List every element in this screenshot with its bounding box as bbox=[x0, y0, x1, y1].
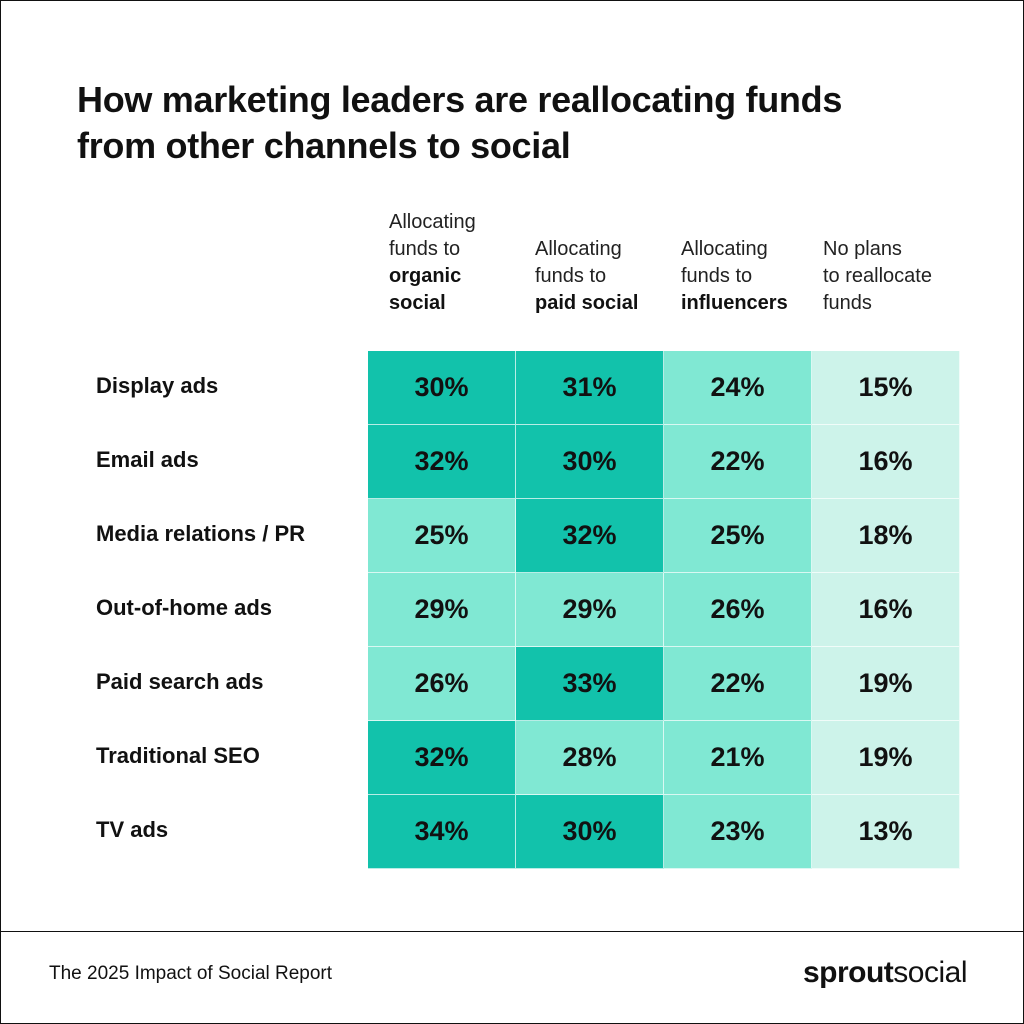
footer-source: The 2025 Impact of Social Report bbox=[49, 963, 333, 984]
row-label: Display ads bbox=[96, 373, 219, 398]
column-header-2: Allocating funds to paid social bbox=[535, 236, 638, 317]
heatmap-cell: 22% bbox=[664, 647, 812, 721]
column-header-emphasis: influencers bbox=[681, 292, 788, 314]
heatmap-cell: 21% bbox=[664, 721, 812, 795]
title-line-2: from other channels to social bbox=[77, 125, 571, 166]
heatmap-cell: 23% bbox=[664, 795, 812, 869]
heatmap-cell: 31% bbox=[516, 351, 664, 425]
heatmap-cell: 26% bbox=[368, 647, 516, 721]
column-header-text: funds to bbox=[389, 238, 461, 260]
heatmap-cell: 30% bbox=[368, 351, 516, 425]
footer-divider bbox=[1, 931, 1024, 932]
row-label: Traditional SEO bbox=[96, 743, 260, 768]
heatmap-cell: 19% bbox=[812, 721, 960, 795]
column-header-1: Allocating funds to organic social bbox=[389, 209, 476, 317]
column-header-3: Allocating funds to influencers bbox=[681, 236, 788, 317]
heatmap-cell: 30% bbox=[516, 795, 664, 869]
column-header-text: Allocating bbox=[681, 238, 768, 260]
heatmap-cell: 16% bbox=[812, 425, 960, 499]
heatmap-cell: 18% bbox=[812, 499, 960, 573]
column-header-text: to reallocate bbox=[823, 265, 932, 287]
heatmap-cell: 29% bbox=[516, 573, 664, 647]
row-label: Out-of-home ads bbox=[96, 595, 272, 620]
heatmap-cell: 28% bbox=[516, 721, 664, 795]
column-header-text: funds to bbox=[681, 265, 753, 287]
heatmap-cell: 34% bbox=[368, 795, 516, 869]
heatmap-cell: 16% bbox=[812, 573, 960, 647]
heatmap-cell: 13% bbox=[812, 795, 960, 869]
heatmap-cell: 32% bbox=[516, 499, 664, 573]
column-header-text: funds to bbox=[535, 265, 607, 287]
row-label: Email ads bbox=[96, 447, 199, 472]
heatmap-cell: 29% bbox=[368, 573, 516, 647]
column-header-text: Allocating bbox=[389, 211, 476, 233]
column-header-emphasis: organic bbox=[389, 265, 462, 287]
heatmap-cell: 32% bbox=[368, 425, 516, 499]
heatmap-cell: 24% bbox=[664, 351, 812, 425]
heatmap-cell: 25% bbox=[368, 499, 516, 573]
heatmap-cell: 32% bbox=[368, 721, 516, 795]
heatmap-cell: 19% bbox=[812, 647, 960, 721]
column-header-4: No plans to reallocate funds bbox=[823, 236, 932, 317]
column-header-emphasis: paid social bbox=[535, 292, 639, 314]
row-label: Paid search ads bbox=[96, 669, 264, 694]
heatmap-cell: 15% bbox=[812, 351, 960, 425]
sprout-social-logo: sproutsocial bbox=[802, 956, 968, 989]
column-header-text: Allocating bbox=[535, 238, 622, 260]
row-label: TV ads bbox=[96, 817, 169, 842]
chart-title: How marketing leaders are reallocating f… bbox=[77, 77, 957, 169]
column-header-text: No plans bbox=[823, 238, 902, 260]
heatmap-cell: 25% bbox=[664, 499, 812, 573]
heatmap-cell: 26% bbox=[664, 573, 812, 647]
column-header-text: funds bbox=[823, 292, 872, 314]
title-line-1: How marketing leaders are reallocating f… bbox=[77, 79, 843, 120]
heatmap-cell: 30% bbox=[516, 425, 664, 499]
column-header-emphasis: social bbox=[389, 292, 446, 314]
heatmap-cell: 22% bbox=[664, 425, 812, 499]
row-label: Media relations / PR bbox=[96, 521, 306, 546]
heatmap-cell: 33% bbox=[516, 647, 664, 721]
